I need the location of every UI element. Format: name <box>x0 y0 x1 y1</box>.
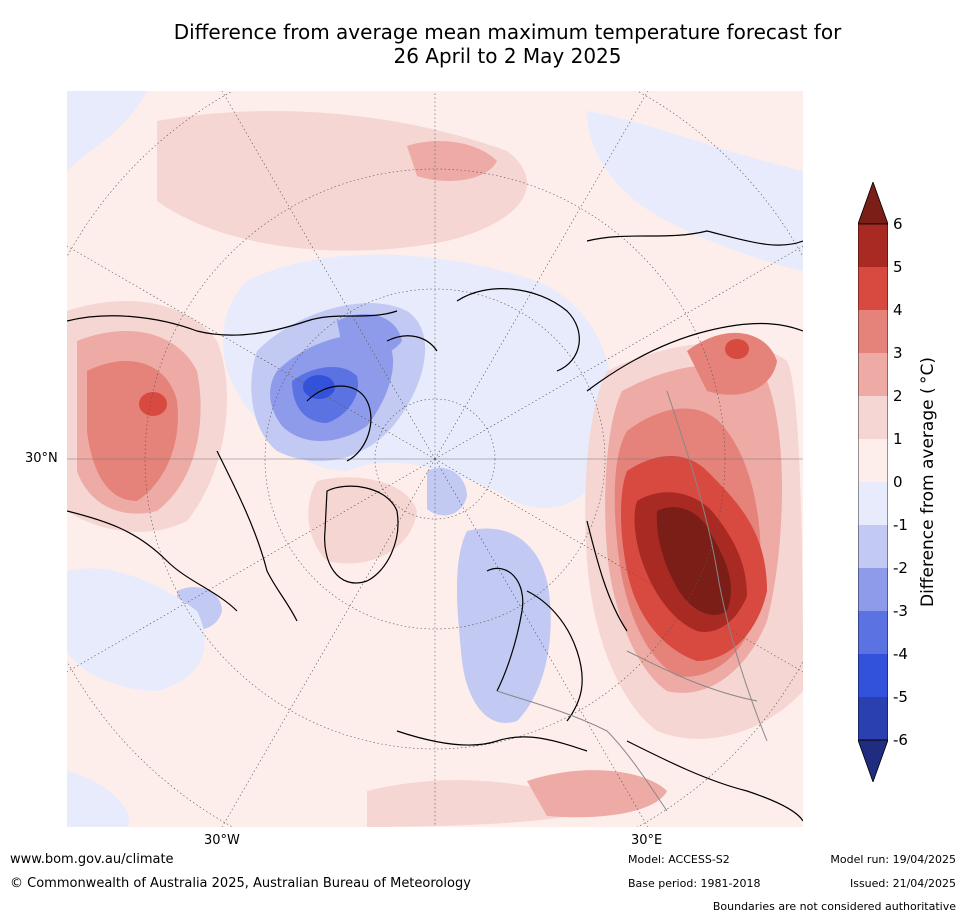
colorbar-band-2-3 <box>858 353 888 396</box>
colorbar-band-5-6 <box>858 224 888 267</box>
title-line-1: Difference from average mean maximum tem… <box>173 20 842 44</box>
title-line-2: 26 April to 2 May 2025 <box>393 44 622 68</box>
colorbar-tick: 1 <box>893 430 903 448</box>
colorbar-tick: -5 <box>893 688 908 706</box>
anomaly-region <box>67 91 147 171</box>
anomaly-region <box>587 111 803 271</box>
anomaly-region <box>67 568 205 691</box>
anomaly-region <box>527 770 667 818</box>
colorbar-extend-high <box>858 182 888 225</box>
borders <box>496 390 768 812</box>
colorbar-band-m3-m2 <box>858 568 888 611</box>
anomaly-region <box>139 392 167 416</box>
colorbar-tick: 5 <box>893 258 903 276</box>
chart-title: Difference from average mean maximum tem… <box>60 20 955 68</box>
colorbar-tick: 6 <box>893 215 903 233</box>
colorbar-band-m5-m4 <box>858 654 888 697</box>
lat-label-30n: 30°N <box>25 451 58 466</box>
disclaimer-text: Boundaries are not considered authoritat… <box>712 900 956 913</box>
colorbar-tick: 2 <box>893 387 903 405</box>
lon-label-30e: 30°E <box>631 833 663 848</box>
colorbar-tick: 3 <box>893 344 903 362</box>
colorbar-band-4-5 <box>858 267 888 310</box>
map-canvas <box>67 91 803 827</box>
model-run-text: Model run: 19/04/2025 <box>830 853 956 866</box>
forecast-map <box>67 91 803 827</box>
anomaly-region <box>67 771 129 827</box>
colorbar-tick: -6 <box>893 731 908 749</box>
anomaly-region <box>303 375 335 399</box>
colorbar <box>858 182 888 782</box>
coastlines <box>67 230 803 822</box>
anomaly-region <box>687 332 777 395</box>
colorbar-tick: 4 <box>893 301 903 319</box>
anomaly-region <box>337 313 402 357</box>
website-link[interactable]: www.bom.gov.au/climate <box>10 852 174 867</box>
colorbar-tick: -1 <box>893 516 908 534</box>
anomaly-region <box>457 528 551 723</box>
anomaly-region <box>656 507 732 615</box>
model-text: Model: ACCESS-S2 <box>628 853 730 866</box>
colorbar-band-m6-m5 <box>858 697 888 740</box>
lon-label-30w: 30°W <box>204 833 240 848</box>
colorbar-band-1-2 <box>858 396 888 439</box>
colorbar-tick: -3 <box>893 602 908 620</box>
colorbar-tick: -4 <box>893 645 908 663</box>
colorbar-band-0-1 <box>858 439 888 482</box>
issued-text: Issued: 21/04/2025 <box>849 877 956 890</box>
anomaly-region <box>725 339 749 359</box>
colorbar-title: Difference from average ( °C) <box>918 356 938 608</box>
colorbar-band-m2-m1 <box>858 525 888 568</box>
colorbar-tick: -2 <box>893 559 908 577</box>
colorbar-extend-low <box>858 739 888 782</box>
copyright-text: © Commonwealth of Australia 2025, Austra… <box>10 876 471 891</box>
base-period-text: Base period: 1981-2018 <box>628 877 761 890</box>
colorbar-band-m4-m3 <box>858 611 888 654</box>
colorbar-tick: 0 <box>893 473 903 491</box>
colorbar-band-3-4 <box>858 310 888 353</box>
anomaly-region <box>427 467 467 516</box>
colorbar-band-m1-0 <box>858 482 888 525</box>
anomaly-region <box>407 141 497 181</box>
